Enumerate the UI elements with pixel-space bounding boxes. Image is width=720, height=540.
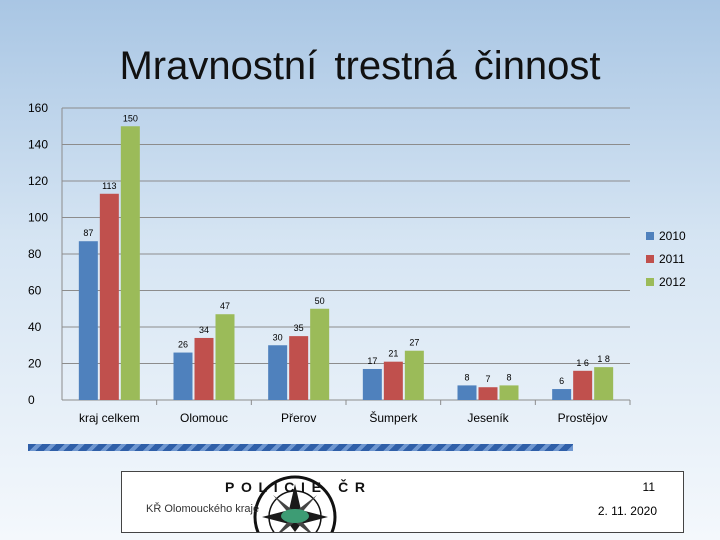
bar-2010 [173,352,193,400]
bar-2011 [478,387,498,400]
category-label: kraj celkem [79,411,140,425]
bar-2010 [78,241,98,400]
legend-label: 2012 [659,275,686,289]
category-label: Přerov [281,411,316,425]
data-label: 35 [294,323,304,333]
data-label: 27 [409,338,419,348]
bar-2012 [499,385,519,400]
bar-2010 [552,389,572,400]
data-label: 30 [273,332,283,342]
slide-date: 2. 11. 2020 [597,504,657,518]
data-label: 34 [199,325,209,335]
data-label: 17 [367,356,377,366]
category-label: Olomouc [180,411,228,425]
y-tick-label: 120 [28,174,48,188]
bar-2012 [404,350,424,400]
category-label: Šumperk [369,410,418,425]
bar-2011 [194,337,214,400]
bar-2011 [99,193,119,400]
data-label: 50 [315,296,325,306]
data-label: 21 [388,349,398,359]
bar-2012 [120,126,140,400]
data-label: 113 [102,181,116,191]
category-label: Prostějov [558,411,608,425]
legend-label: 2010 [659,229,686,243]
bar-2010 [268,345,288,400]
bar-2012 [215,314,235,400]
bar-2012 [310,308,330,400]
data-label: 8 [506,372,511,382]
data-label: 1 8 [597,354,610,364]
y-tick-label: 80 [28,247,42,261]
y-tick-label: 60 [28,284,42,298]
data-label: 6 [559,376,564,386]
organization-label: KŘ Olomouckého kraje [146,503,260,515]
bar-2010 [362,368,382,400]
data-label: 7 [485,374,490,384]
y-tick-label: 40 [28,320,42,334]
y-tick-label: 140 [28,138,48,152]
legend-swatch [646,255,654,263]
category-label: Jeseník [467,411,509,425]
data-label: 8 [464,372,469,382]
y-tick-label: 100 [28,211,48,225]
bar-2010 [457,385,477,400]
data-label: 26 [178,340,188,350]
decorative-stripe [28,444,573,451]
y-tick-label: 160 [28,101,48,115]
slide-title: Mravnostní trestná činnost [119,44,601,88]
y-tick-label: 0 [28,393,35,407]
data-label: 47 [220,301,230,311]
bar-2011 [289,336,309,400]
y-tick-label: 20 [28,357,42,371]
data-label: 150 [123,113,138,123]
bar-2011 [383,361,403,400]
page-number: 11 [642,480,655,494]
bar-2011 [573,370,593,400]
legend-label: 2011 [659,252,685,266]
footer: POLICIE ČR KŘ Olomouckého kraje 11 2. 11… [121,471,684,533]
legend-swatch [646,232,654,240]
police-emblem-icon: POLICIE ČR [225,475,365,532]
data-label: 1 6 [576,358,589,368]
legend-swatch [646,278,654,286]
bar-2012 [594,367,614,400]
data-label: 87 [83,228,93,238]
